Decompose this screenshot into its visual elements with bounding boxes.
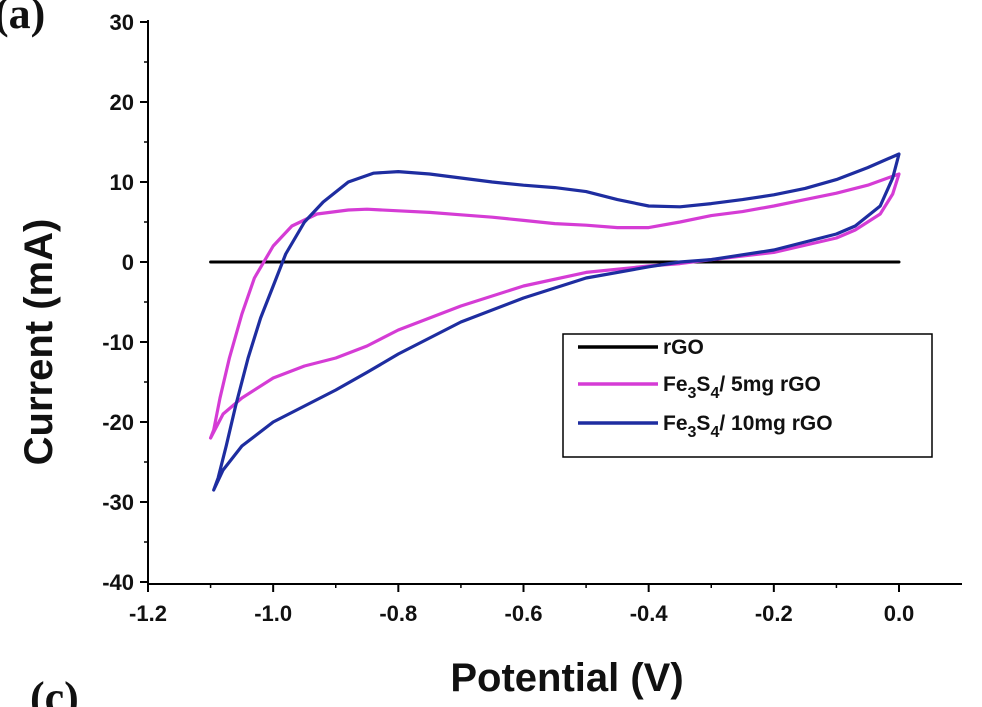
series-line-2	[212, 152, 901, 492]
x-axis-title: Potential (V)	[450, 656, 683, 700]
y-tick-label: 0	[122, 250, 134, 275]
y-tick-label: -30	[102, 490, 134, 515]
y-tick-label: 20	[110, 90, 134, 115]
x-tick-label: -0.4	[630, 601, 669, 626]
x-tick-label: -1.2	[129, 601, 167, 626]
legend-label-0: rGO	[663, 336, 704, 359]
y-tick-label: -40	[102, 570, 134, 595]
x-tick-label: -0.8	[379, 601, 417, 626]
y-tick-label: -10	[102, 330, 134, 355]
y-tick-label: 10	[110, 170, 134, 195]
series-layer	[209, 152, 901, 492]
legend-label-1: Fe3S4/ 5mg rGO	[663, 373, 821, 402]
x-tick-label: 0.0	[884, 601, 915, 626]
x-tick-label: -0.2	[755, 601, 793, 626]
axes	[140, 20, 962, 592]
panel-label-c: (c)	[30, 673, 79, 707]
legend-box	[562, 333, 933, 458]
panel-label-a: (a)	[0, 0, 45, 38]
x-tick-label: -0.6	[505, 601, 543, 626]
tick-labels: -1.2 -1.0 -0.8 -0.6 -0.4 -0.2 0.0 -40 -30 -20 -10 0…	[102, 10, 914, 626]
legend-label-2: Fe3S4/ 10mg rGO	[663, 412, 833, 441]
y-tick-label: 30	[110, 10, 134, 35]
x-tick-label: -1.0	[254, 601, 292, 626]
y-axis-title: Current (mA)	[17, 219, 61, 466]
legend: rGO Fe3S4/ 5mg rGO Fe3S4/ 10mg rGO	[562, 333, 933, 458]
y-tick-label: -20	[102, 410, 134, 435]
